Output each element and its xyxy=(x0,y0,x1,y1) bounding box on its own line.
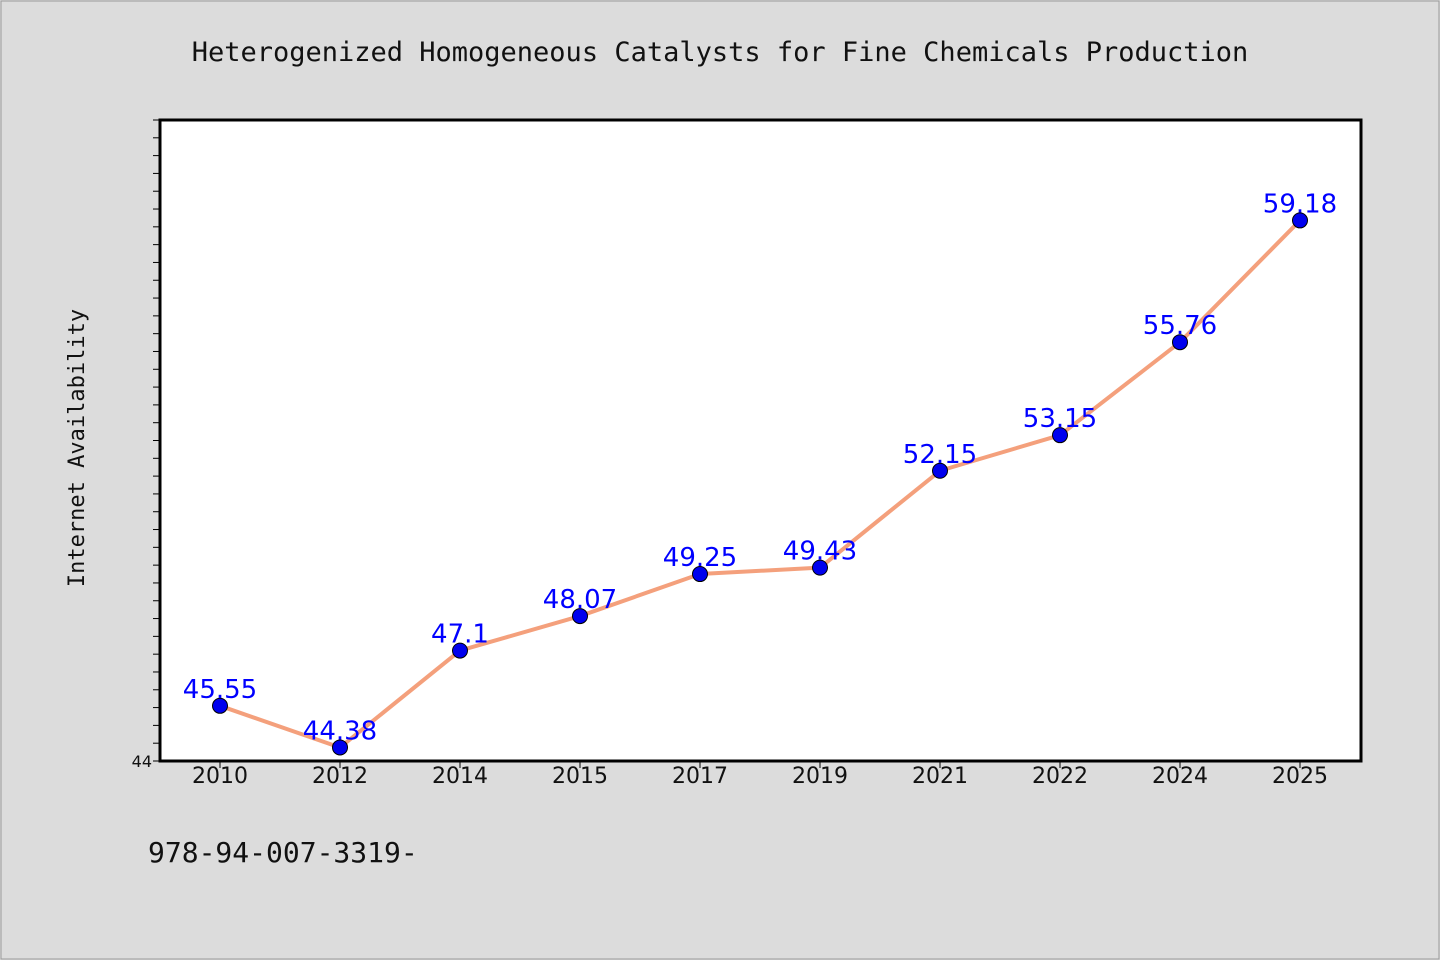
data-point xyxy=(932,462,948,479)
x-tick-label: 2019 xyxy=(792,764,848,789)
data-label: 44.38 xyxy=(303,716,377,746)
x-tick-label: 2021 xyxy=(912,764,968,789)
y-tick-label: 44 xyxy=(132,752,152,771)
data-point xyxy=(332,739,348,756)
data-label: 48.07 xyxy=(543,585,617,615)
x-tick-label: 2025 xyxy=(1272,764,1328,789)
data-point xyxy=(1292,212,1308,229)
plot-area xyxy=(160,120,1361,761)
data-point xyxy=(212,697,228,714)
data-label: 52.15 xyxy=(903,440,977,470)
footer-isbn: 978-94-007-3319- xyxy=(148,836,418,869)
data-point xyxy=(692,566,708,583)
y-axis-label: Internet Availability xyxy=(65,309,90,587)
x-tick-label: 2024 xyxy=(1152,764,1208,789)
data-label: 49.43 xyxy=(783,537,857,567)
data-point xyxy=(1172,334,1188,351)
data-label: 47.1 xyxy=(431,620,489,650)
data-label: 55.76 xyxy=(1143,311,1217,341)
data-point xyxy=(572,608,588,625)
x-tick-label: 2022 xyxy=(1032,764,1088,789)
chart-title: Heterogenized Homogeneous Catalysts for … xyxy=(192,37,1249,68)
data-point xyxy=(1052,427,1068,444)
data-label: 45.55 xyxy=(183,675,257,705)
series-line xyxy=(218,218,1302,750)
x-axis-ticks: 2010 2012 2014 2015 2017 2019 2021 2022 2024 2025 xyxy=(192,761,1328,789)
data-label: 59.18 xyxy=(1263,189,1337,219)
data-label: 53.15 xyxy=(1023,404,1097,434)
x-tick-label: 2017 xyxy=(672,764,728,789)
data-point xyxy=(812,559,828,576)
data-point xyxy=(452,642,468,659)
plot-frame xyxy=(158,118,1363,763)
data-label: 49.25 xyxy=(663,543,737,573)
series-layer: 45.55 44.38 47.1 48.07 49.25 49.43 52.15 53.15 5… xyxy=(183,189,1337,756)
x-tick-label: 2012 xyxy=(312,764,368,789)
x-tick-label: 2014 xyxy=(432,764,488,789)
y-axis-ticks: 44 xyxy=(132,119,160,771)
x-tick-label: 2015 xyxy=(552,764,608,789)
x-tick-label: 2010 xyxy=(192,764,248,789)
